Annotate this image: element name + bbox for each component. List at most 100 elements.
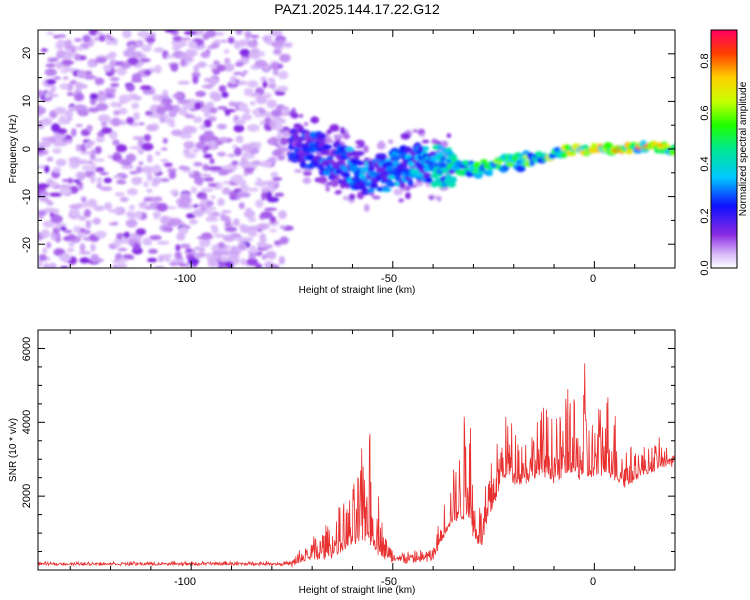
noise-cell	[237, 192, 251, 198]
noise-cell	[180, 58, 187, 67]
noise-cell	[115, 144, 128, 153]
spectrogram-ytick-label-2: 0	[21, 146, 33, 152]
snr-xtick-label-1: -50	[381, 576, 397, 588]
noise-cell	[119, 94, 132, 103]
noise-cell	[169, 218, 182, 226]
signal-cell	[290, 128, 297, 134]
noise-cell	[343, 133, 351, 140]
noise-cell	[119, 196, 129, 203]
noise-cell	[200, 199, 208, 205]
signal-cell	[462, 160, 470, 166]
noise-cell	[239, 57, 250, 65]
noise-cell	[75, 104, 84, 110]
noise-cell	[42, 265, 52, 268]
noise-cell	[200, 106, 210, 113]
noise-cell	[262, 35, 273, 43]
noise-cell	[78, 172, 85, 181]
noise-cell	[138, 161, 144, 166]
noise-cell	[180, 243, 191, 249]
noise-cell	[412, 129, 418, 133]
noise-cell	[73, 225, 82, 231]
noise-cell	[203, 112, 211, 118]
noise-cell	[87, 60, 96, 68]
noise-cell	[187, 171, 195, 175]
noise-cell	[104, 202, 113, 210]
noise-cell	[128, 204, 136, 211]
noise-cell	[340, 127, 345, 135]
noise-cell	[132, 242, 141, 251]
noise-cell	[195, 141, 207, 150]
signal-cell	[398, 182, 406, 189]
noise-cell	[194, 176, 204, 185]
noise-cell	[62, 76, 69, 80]
noise-cell	[50, 233, 57, 241]
noise-cell	[158, 254, 164, 263]
figure-title: PAZ1.2025.144.17.22.G12	[274, 1, 440, 17]
noise-cell	[45, 78, 57, 85]
noise-cell	[168, 170, 177, 180]
noise-cell	[143, 181, 149, 188]
noise-cell	[79, 257, 90, 264]
noise-cell	[123, 49, 135, 58]
noise-cell	[421, 139, 430, 144]
spectrogram-ytick-label-1: -10	[21, 189, 33, 205]
noise-cell	[224, 215, 231, 225]
noise-cell	[232, 256, 240, 266]
noise-cell	[55, 235, 61, 243]
noise-cell	[180, 37, 192, 41]
noise-cell	[203, 153, 213, 159]
noise-cell	[138, 201, 148, 209]
noise-cell	[132, 136, 145, 141]
noise-cell	[44, 91, 51, 100]
noise-cell	[103, 177, 113, 184]
noise-cell	[170, 189, 178, 195]
noise-cell	[162, 254, 173, 258]
noise-cell	[80, 196, 87, 203]
noise-cell	[96, 177, 103, 185]
noise-cell	[59, 115, 65, 122]
noise-cell	[46, 241, 52, 249]
noise-cell	[260, 211, 273, 219]
noise-cell	[217, 151, 227, 157]
noise-cell	[263, 92, 272, 99]
colorbar-label: Normalized spectral amplitude	[738, 81, 749, 216]
noise-cell	[276, 85, 289, 92]
noise-cell	[161, 97, 173, 105]
noise-cell	[225, 111, 231, 116]
noise-cell	[105, 33, 112, 39]
noise-cell	[171, 40, 181, 46]
noise-cell	[46, 201, 54, 206]
noise-cell	[233, 124, 245, 133]
noise-cell	[428, 195, 434, 201]
spectrogram-ylabel: Frequency (Hz)	[8, 115, 19, 184]
noise-cell	[120, 161, 133, 166]
noise-cell	[222, 187, 231, 195]
noise-cell	[227, 36, 235, 44]
snr-ticks	[38, 329, 676, 570]
noise-cell	[299, 114, 304, 118]
signal-cell	[394, 175, 401, 181]
noise-cell	[159, 116, 166, 124]
noise-cell	[255, 142, 261, 150]
noise-cell	[79, 243, 86, 252]
noise-cell	[170, 63, 179, 72]
noise-cell	[348, 193, 356, 201]
noise-cell	[46, 156, 54, 162]
noise-cell	[90, 174, 96, 184]
spectrogram-ytick-label-3: 10	[21, 95, 33, 107]
noise-cell	[333, 134, 344, 140]
signal-cell	[402, 168, 411, 174]
noise-cell	[278, 156, 285, 160]
noise-cell	[172, 35, 183, 42]
noise-cell	[329, 124, 340, 132]
noise-cell	[58, 184, 72, 189]
noise-cell	[96, 183, 102, 189]
noise-cell	[238, 202, 245, 210]
noise-cell	[148, 32, 156, 39]
noise-cell	[194, 162, 203, 167]
noise-cell	[59, 252, 72, 262]
noise-cell	[125, 153, 137, 163]
noise-cell	[204, 145, 210, 151]
noise-cell	[51, 123, 61, 133]
noise-cell	[177, 99, 191, 105]
